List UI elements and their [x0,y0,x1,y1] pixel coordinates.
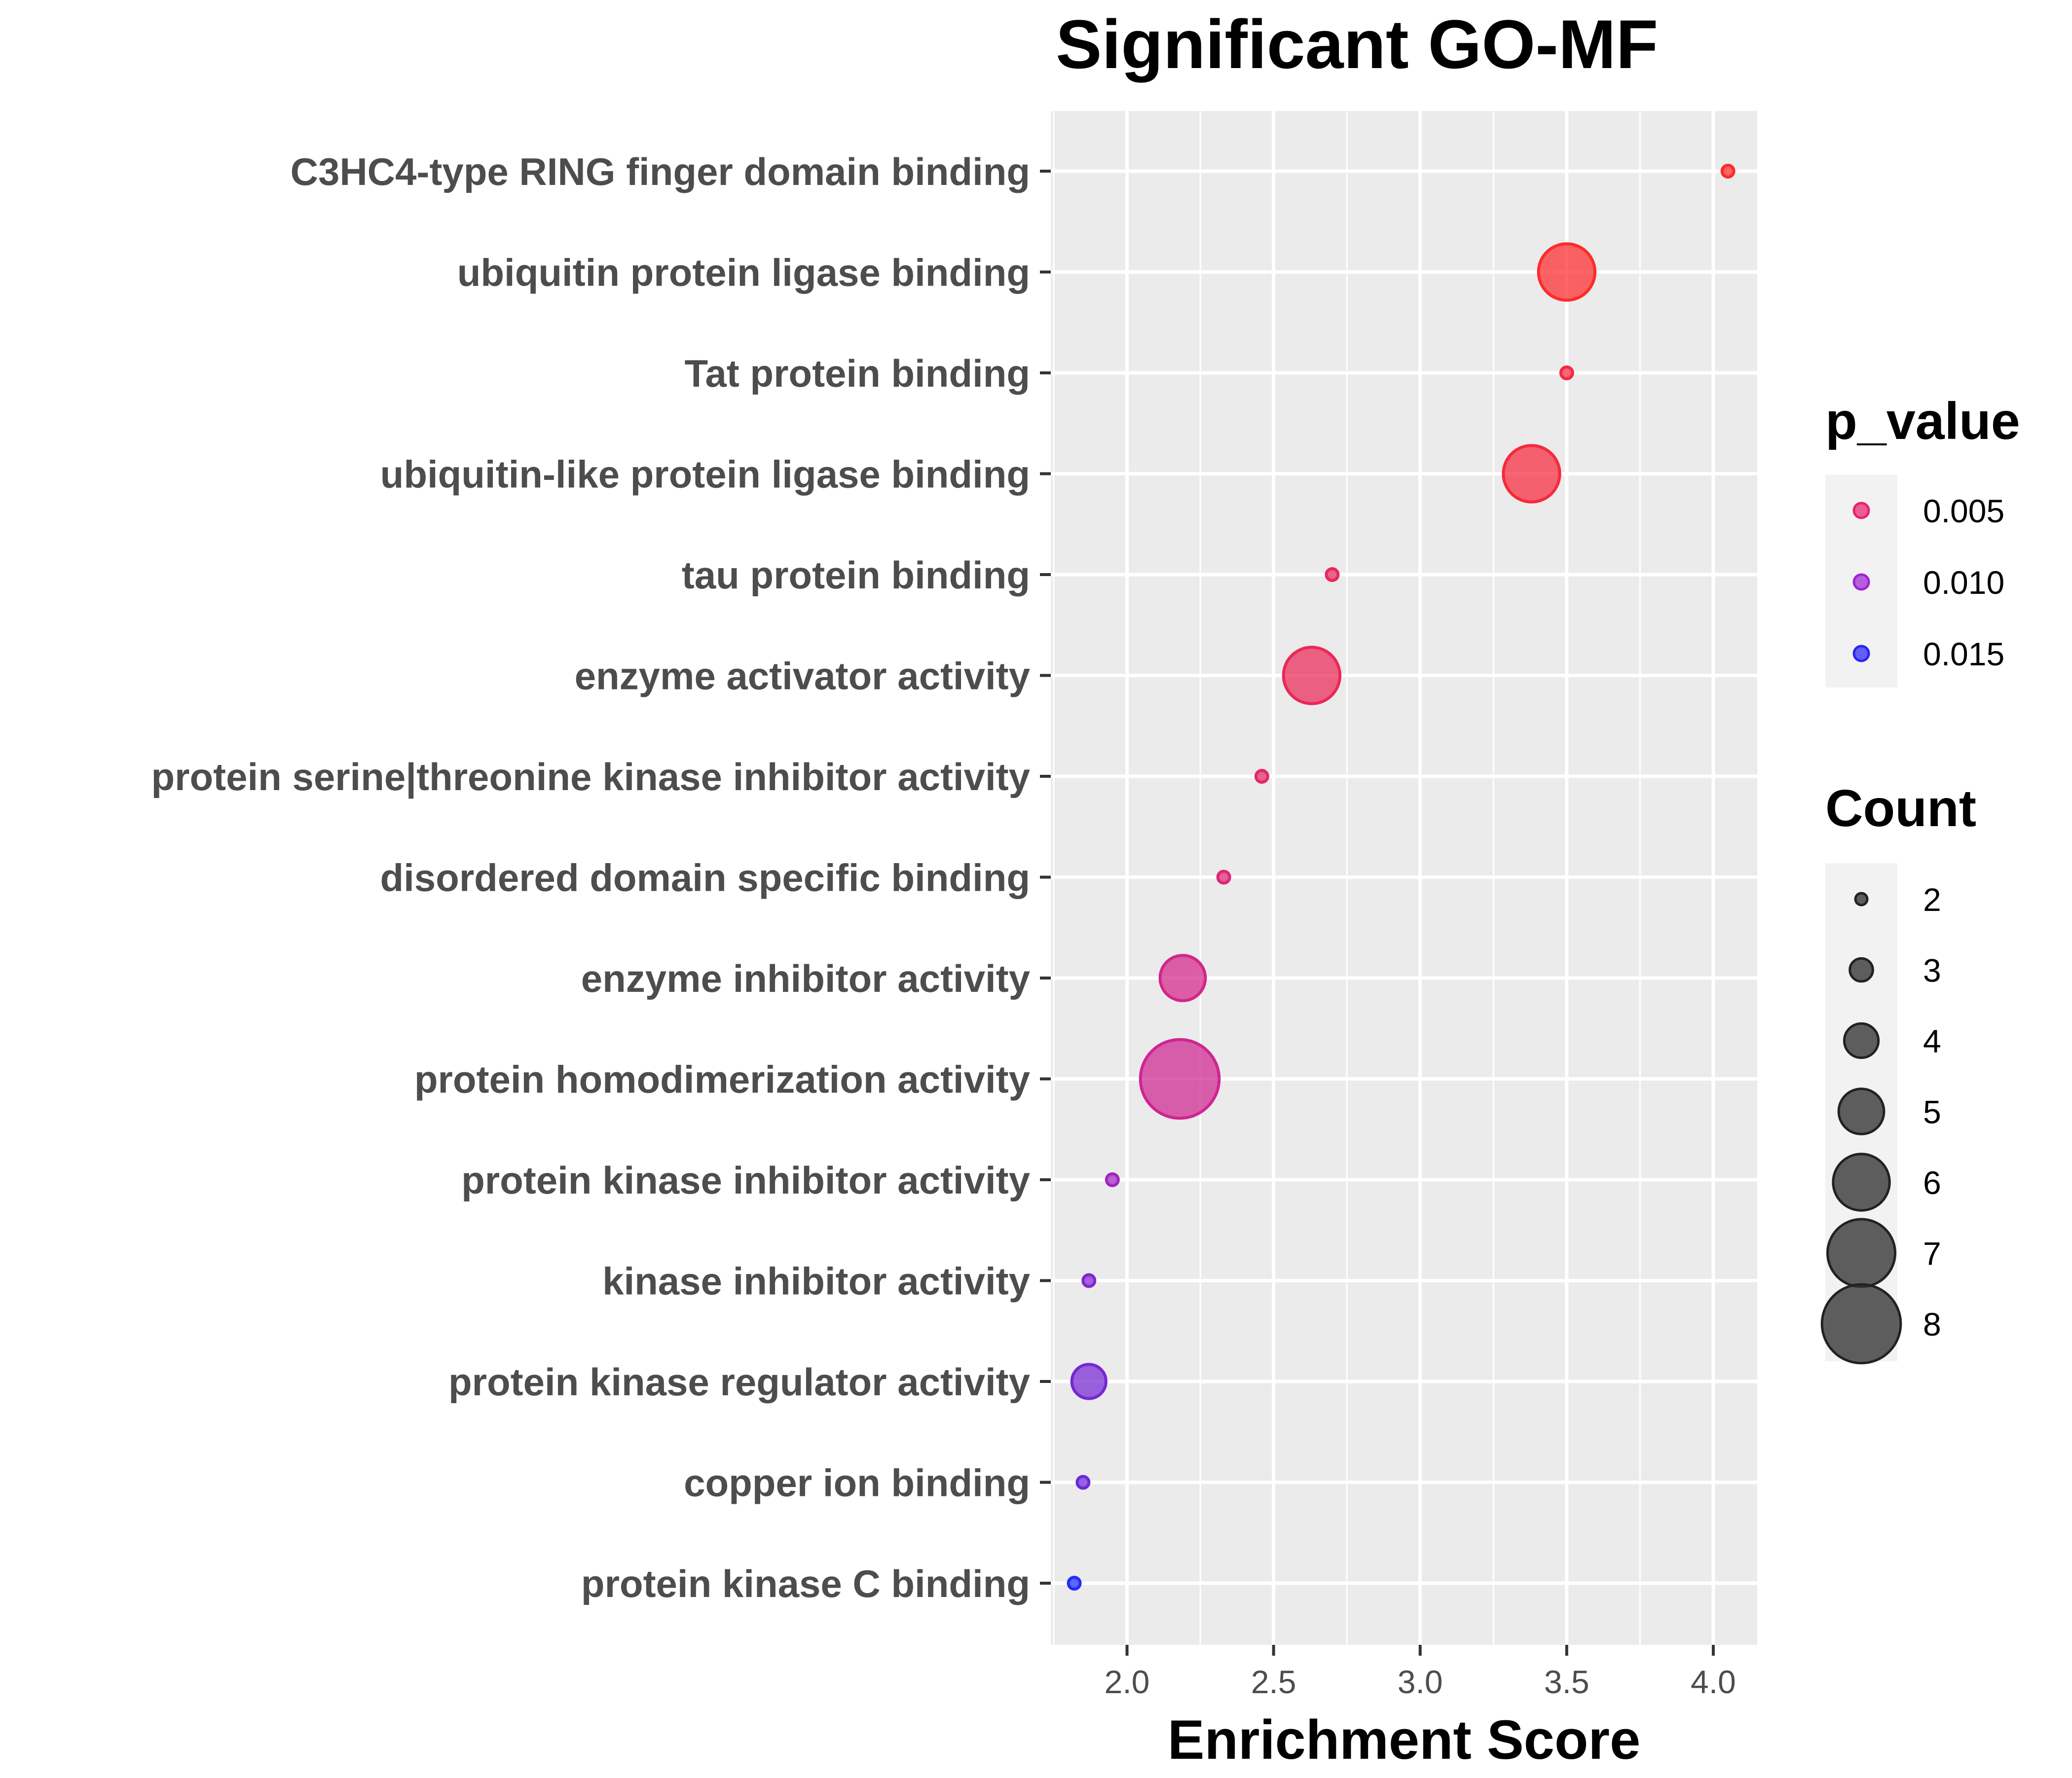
y-tick-label: tau protein binding [682,553,1030,597]
x-tick-label: 3.5 [1544,1664,1590,1700]
p-value-legend-label: 0.015 [1923,636,2004,672]
chart-title: Significant GO-MF [1056,5,1658,83]
y-tick-label: Tat protein binding [685,352,1030,395]
count-legend-label: 2 [1923,881,1941,918]
count-legend-key [1820,1283,1902,1365]
data-point [1559,365,1574,380]
count-legend-key [1826,1218,1896,1288]
x-axis-title: Enrichment Score [1168,1709,1641,1771]
data-point [1720,164,1736,179]
data-point [1254,769,1269,784]
data-point [1158,954,1207,1002]
count-legend: Count 2 3 4 5 6 7 8 [1820,779,1976,1365]
data-point [1105,1172,1120,1187]
data-point [1081,1273,1097,1288]
data-point [1070,1363,1108,1400]
count-legend-label: 4 [1923,1023,1941,1059]
count-legend-label: 6 [1923,1164,1941,1201]
y-axis: C3HC4-type RING finger domain binding ubi… [151,150,1051,1605]
count-legend-label: 7 [1923,1235,1941,1272]
p-value-legend-key [1852,502,1870,519]
p-value-legend-label: 0.010 [1923,564,2004,601]
x-axis: 2.0 2.5 3.0 3.5 4.0 [1105,1645,1736,1700]
count-legend-label: 3 [1923,952,1941,989]
x-tick-label: 2.0 [1105,1664,1150,1700]
data-point [1139,1038,1221,1120]
p-value-legend-key [1852,645,1870,662]
data-point [1502,444,1561,504]
y-tick-label: protein kinase C binding [581,1562,1030,1605]
x-tick-label: 2.5 [1251,1664,1296,1700]
y-tick-label: ubiquitin-like protein ligase binding [380,453,1030,496]
data-point [1325,567,1340,582]
y-tick-label: copper ion binding [684,1461,1030,1505]
count-legend-key [1837,1088,1886,1135]
y-tick-label: protein homodimerization activity [414,1058,1030,1101]
x-tick-label: 4.0 [1691,1664,1736,1700]
data-point [1216,870,1231,885]
y-tick-label: disordered domain specific binding [380,856,1030,900]
count-legend-key [1843,1022,1880,1059]
p-value-legend-title: p_value [1825,392,2020,450]
y-tick-label: enzyme inhibitor activity [581,957,1030,1000]
data-point [1537,242,1596,302]
y-tick-label: protein kinase regulator activity [448,1360,1030,1404]
p-value-legend-label: 0.005 [1923,493,2004,529]
count-legend-key [1854,892,1869,907]
count-legend-key [1832,1153,1891,1212]
y-tick-label: C3HC4-type RING finger domain binding [291,150,1030,193]
grid-lines [1051,111,1757,1645]
y-tick-label: ubiquitin protein ligase binding [457,251,1030,294]
count-legend-label: 8 [1923,1306,1941,1343]
data-point [1075,1475,1091,1490]
count-legend-title: Count [1825,779,1976,837]
y-tick-label: kinase inhibitor activity [602,1260,1030,1303]
y-tick-label: protein kinase inhibitor activity [461,1159,1030,1202]
data-points [1067,164,1736,1591]
count-legend-key [1849,957,1874,983]
y-tick-label: protein serine|threonine kinase inhibito… [151,755,1030,798]
x-tick-label: 3.0 [1398,1664,1443,1700]
y-tick-label: enzyme activator activity [575,654,1030,698]
count-legend-label: 5 [1923,1094,1941,1130]
data-point [1282,646,1342,705]
p-value-legend: p_value 0.005 0.010 0.015 [1825,392,2020,688]
p-value-legend-key [1852,573,1870,591]
data-point [1067,1576,1082,1591]
